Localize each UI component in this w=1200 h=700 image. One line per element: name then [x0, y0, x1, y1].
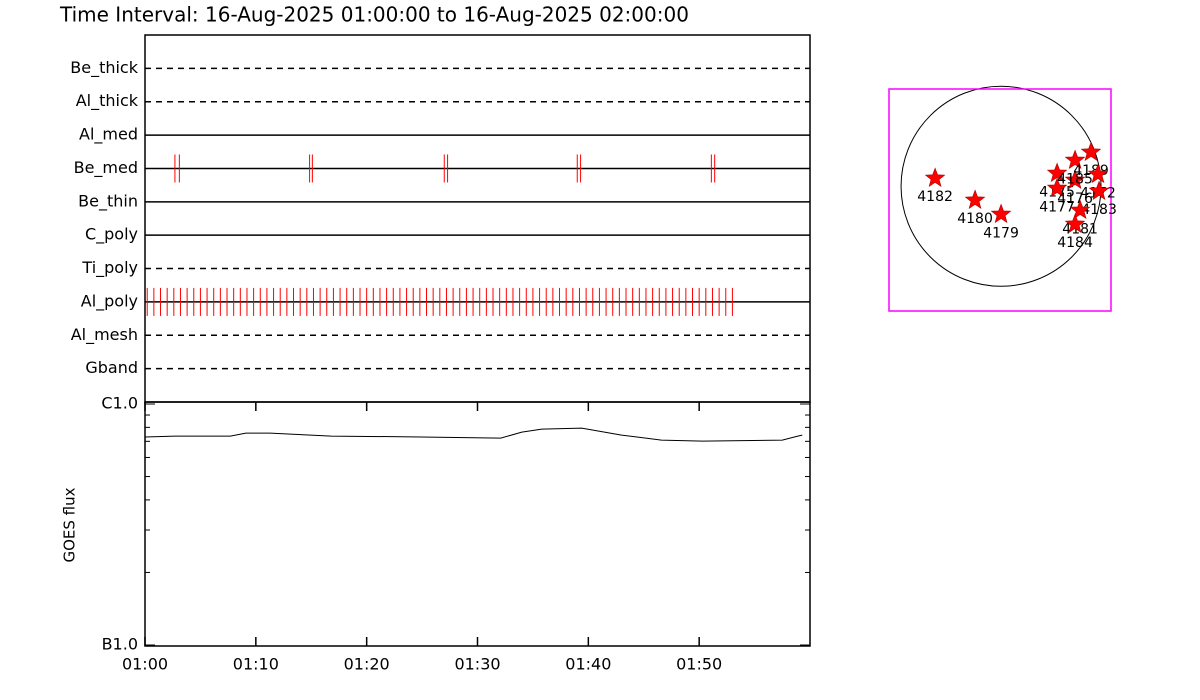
- row-label: Be_thin: [78, 191, 138, 211]
- active-region-marker: [990, 203, 1012, 224]
- active-region-marker: [1064, 169, 1086, 189]
- row-label: Ti_poly: [81, 258, 138, 278]
- active-region-label: 4177: [1039, 199, 1075, 215]
- y-tick-label: B1.0: [102, 635, 138, 654]
- row-label: Be_thick: [70, 58, 138, 78]
- row-label: Be_med: [74, 158, 138, 178]
- active-region-marker: [1087, 163, 1109, 184]
- active-region-marker: [1080, 141, 1102, 161]
- goes-curve: [144, 427, 803, 442]
- x-tick-label: 01:40: [565, 655, 611, 674]
- active-region-marker: [1064, 213, 1086, 233]
- active-region-label: 4182: [917, 189, 953, 205]
- x-tick-label: 01:10: [233, 655, 279, 674]
- row-label: Al_med: [79, 125, 138, 145]
- row-label: Al_poly: [81, 291, 138, 311]
- y-axis-label: GOES flux: [61, 487, 79, 562]
- x-tick-label: 01:30: [454, 655, 500, 674]
- row-label: C_poly: [85, 225, 138, 245]
- x-tick-label: 01:00: [122, 655, 168, 674]
- y-tick-label: C1.0: [101, 394, 138, 413]
- row-label: Al_thick: [76, 91, 139, 111]
- active-region-marker: [924, 167, 946, 187]
- active-region-label: 4180: [957, 211, 993, 227]
- map-frame: [888, 88, 1112, 312]
- active-region-marker: [964, 189, 986, 210]
- row-label: Al_mesh: [71, 325, 138, 345]
- row-label: Gband: [85, 358, 138, 377]
- active-region-marker: [1064, 149, 1086, 169]
- active-region-label: 4183: [1081, 202, 1117, 218]
- active-region-label: 4185: [1057, 171, 1093, 187]
- active-region-marker: [1046, 177, 1068, 198]
- active-region-label: 4179: [983, 225, 1019, 241]
- chart-title: Time Interval: 16-Aug-2025 01:00:00 to 1…: [59, 3, 689, 27]
- active-region-marker: [1088, 180, 1110, 201]
- active-region-label: 4184: [1057, 235, 1093, 251]
- x-tick-label: 01:20: [344, 655, 390, 674]
- active-region-marker: [1069, 199, 1091, 219]
- x-tick-label: 01:50: [676, 655, 722, 674]
- active-region-label: 4176: [1057, 191, 1093, 207]
